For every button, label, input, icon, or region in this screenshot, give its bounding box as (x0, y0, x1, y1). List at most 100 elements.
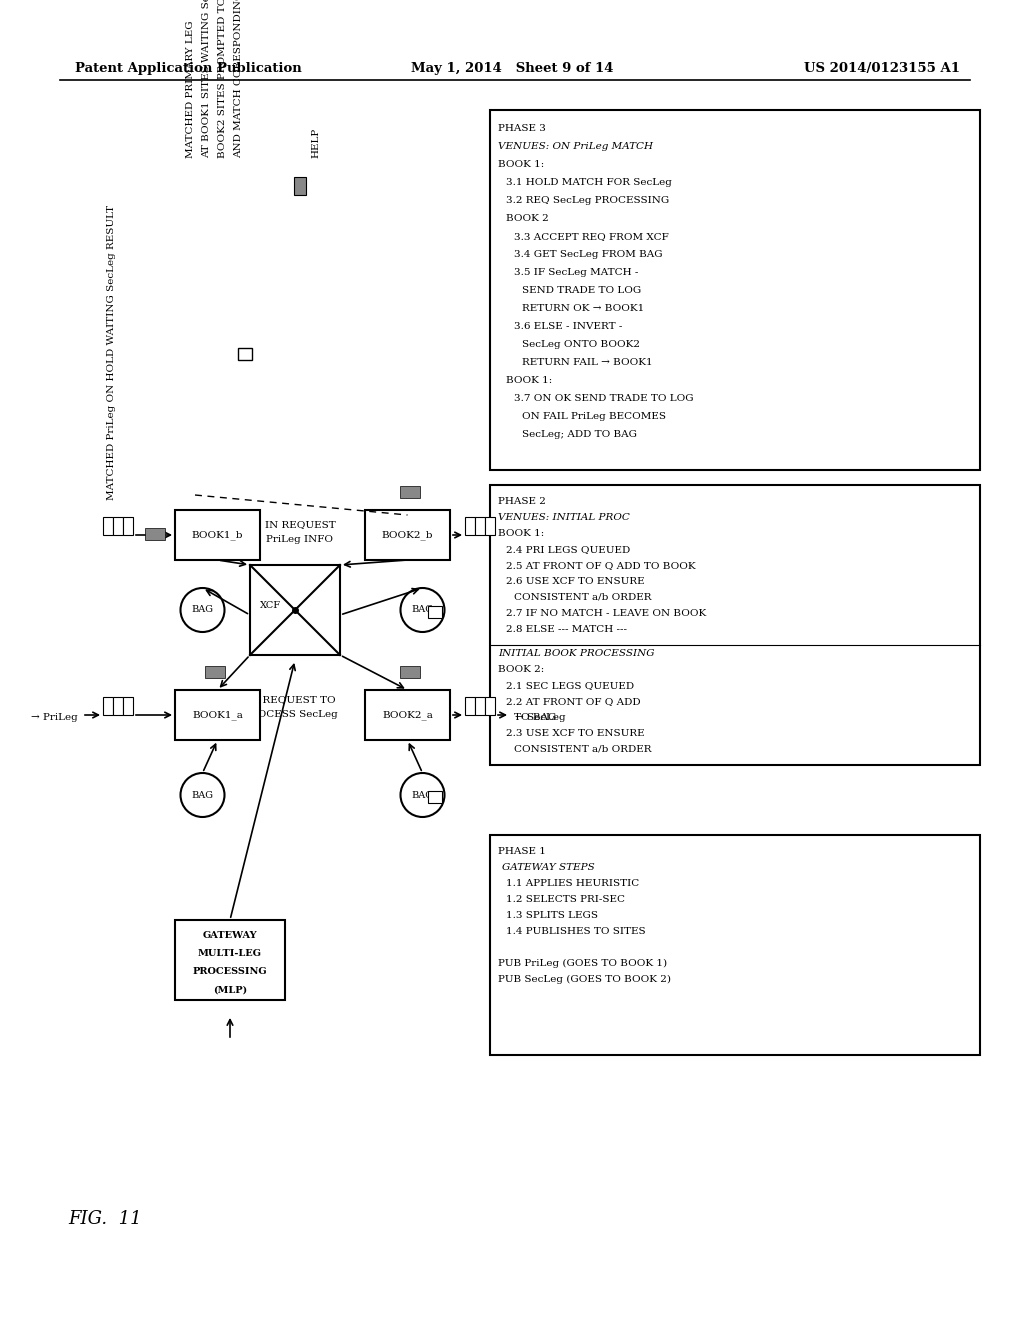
Text: AND MATCH CORESPONDING: AND MATCH CORESPONDING (234, 0, 243, 158)
Text: BOOK2 SITES PROMPTED TO RETRIEVE: BOOK2 SITES PROMPTED TO RETRIEVE (218, 0, 227, 158)
Text: Patent Application Publication: Patent Application Publication (75, 62, 302, 75)
Text: MATCHED PRIMARY LEG: MATCHED PRIMARY LEG (186, 20, 195, 158)
Text: SecLeg ONTO BOOK2: SecLeg ONTO BOOK2 (522, 341, 640, 348)
Text: CONSISTENT a/b ORDER: CONSISTENT a/b ORDER (514, 744, 651, 754)
Text: BOOK2_b: BOOK2_b (382, 531, 433, 540)
Text: XCF: XCF (259, 601, 281, 610)
Text: 3.7 ON OK SEND TRADE TO LOG: 3.7 ON OK SEND TRADE TO LOG (514, 393, 693, 403)
Text: BAG: BAG (191, 791, 213, 800)
Bar (294, 177, 306, 195)
Text: → SecLeg: → SecLeg (515, 713, 565, 722)
Bar (490, 110, 980, 470)
Text: May 1, 2014   Sheet 9 of 14: May 1, 2014 Sheet 9 of 14 (411, 62, 613, 75)
Bar (175, 510, 260, 560)
Bar (175, 920, 285, 1001)
Bar (365, 690, 450, 741)
Text: 1.2 SELECTS PRI-SEC: 1.2 SELECTS PRI-SEC (506, 895, 625, 904)
Text: 1.1 APPLIES HEURISTIC: 1.1 APPLIES HEURISTIC (506, 879, 639, 888)
Text: 3.2 REQ SecLeg PROCESSING: 3.2 REQ SecLeg PROCESSING (506, 195, 670, 205)
Bar (427, 606, 441, 618)
Text: 3.1 HOLD MATCH FOR SecLeg: 3.1 HOLD MATCH FOR SecLeg (506, 178, 672, 187)
Text: 2.7 IF NO MATCH - LEAVE ON BOOK: 2.7 IF NO MATCH - LEAVE ON BOOK (506, 609, 707, 618)
Text: GATEWAY STEPS: GATEWAY STEPS (502, 863, 595, 873)
Bar (490, 836, 980, 1055)
Text: MULTI-LEG: MULTI-LEG (198, 949, 262, 958)
Bar (250, 565, 340, 655)
Bar (399, 667, 420, 678)
Bar (175, 690, 260, 741)
Text: 2.6 USE XCF TO ENSURE: 2.6 USE XCF TO ENSURE (506, 577, 645, 586)
Text: SEND TRADE TO LOG: SEND TRADE TO LOG (522, 286, 641, 294)
Bar (238, 348, 252, 360)
Text: PHASE 3: PHASE 3 (498, 124, 546, 133)
Bar (485, 697, 495, 715)
Text: HELP: HELP (311, 128, 319, 158)
Bar (103, 517, 113, 535)
Text: PUB SecLeg (GOES TO BOOK 2): PUB SecLeg (GOES TO BOOK 2) (498, 975, 671, 985)
Text: 3.6 ELSE - INVERT -: 3.6 ELSE - INVERT - (514, 322, 623, 331)
Text: BOOK 1:: BOOK 1: (498, 529, 544, 539)
Bar (205, 667, 225, 678)
Text: GATEWAY: GATEWAY (203, 932, 257, 940)
Text: BAG: BAG (412, 791, 433, 800)
Text: BOOK1_a: BOOK1_a (193, 710, 243, 719)
Text: BOOK 2:: BOOK 2: (498, 665, 544, 675)
Bar (399, 486, 420, 498)
Text: FIG.  11: FIG. 11 (68, 1210, 141, 1228)
Text: INITIAL BOOK PROCESSING: INITIAL BOOK PROCESSING (498, 649, 654, 657)
Text: PHASE 2: PHASE 2 (498, 498, 546, 506)
Text: 2.2 AT FRONT OF Q ADD: 2.2 AT FRONT OF Q ADD (506, 697, 641, 706)
Text: PROCESS SecLeg: PROCESS SecLeg (243, 710, 337, 719)
Bar (465, 517, 475, 535)
Text: (MLP): (MLP) (213, 986, 247, 994)
Text: BOOK 2: BOOK 2 (506, 214, 549, 223)
Bar (485, 517, 495, 535)
Text: B1 REQUEST TO: B1 REQUEST TO (245, 696, 335, 704)
Text: PHASE 1: PHASE 1 (498, 847, 546, 855)
Text: BOOK2_a: BOOK2_a (382, 710, 433, 719)
Text: IN REQUEST: IN REQUEST (264, 520, 336, 529)
Bar (465, 697, 475, 715)
Text: 1.3 SPLITS LEGS: 1.3 SPLITS LEGS (506, 911, 598, 920)
Text: 2.4 PRI LEGS QUEUED: 2.4 PRI LEGS QUEUED (506, 545, 630, 554)
Text: ON FAIL PriLeg BECOMES: ON FAIL PriLeg BECOMES (522, 412, 666, 421)
Text: VENUES: INITIAL PROC: VENUES: INITIAL PROC (498, 513, 630, 521)
Text: US 2014/0123155 A1: US 2014/0123155 A1 (804, 62, 961, 75)
Text: → PriLeg: → PriLeg (32, 713, 78, 722)
Text: BOOK 1:: BOOK 1: (506, 376, 552, 385)
Text: RETURN FAIL → BOOK1: RETURN FAIL → BOOK1 (522, 358, 652, 367)
Bar (123, 697, 133, 715)
Text: 3.3 ACCEPT REQ FROM XCF: 3.3 ACCEPT REQ FROM XCF (514, 232, 669, 242)
Text: CONSISTENT a/b ORDER: CONSISTENT a/b ORDER (514, 593, 651, 602)
Bar (113, 517, 123, 535)
Text: MATCHED PriLeg ON HOLD WAITING SecLeg RESULT: MATCHED PriLeg ON HOLD WAITING SecLeg RE… (106, 205, 116, 500)
Text: 2.1 SEC LEGS QUEUED: 2.1 SEC LEGS QUEUED (506, 681, 634, 690)
Text: TO BAG: TO BAG (514, 713, 556, 722)
Bar (123, 517, 133, 535)
Text: PUB PriLeg (GOES TO BOOK 1): PUB PriLeg (GOES TO BOOK 1) (498, 960, 667, 968)
Text: 3.5 IF SecLeg MATCH -: 3.5 IF SecLeg MATCH - (514, 268, 638, 277)
Text: 3.4 GET SecLeg FROM BAG: 3.4 GET SecLeg FROM BAG (514, 249, 663, 259)
Bar (365, 510, 450, 560)
Bar (475, 517, 485, 535)
Bar (145, 528, 165, 540)
Bar (475, 697, 485, 715)
Text: SecLeg; ADD TO BAG: SecLeg; ADD TO BAG (522, 430, 637, 440)
Text: RETURN OK → BOOK1: RETURN OK → BOOK1 (522, 304, 644, 313)
Text: 2.8 ELSE --- MATCH ---: 2.8 ELSE --- MATCH --- (506, 624, 627, 634)
Text: BOOK1_b: BOOK1_b (191, 531, 244, 540)
Text: PriLeg INFO: PriLeg INFO (266, 535, 334, 544)
Text: PROCESSING: PROCESSING (193, 968, 267, 977)
Text: 2.5 AT FRONT OF Q ADD TO BOOK: 2.5 AT FRONT OF Q ADD TO BOOK (506, 561, 695, 570)
Bar (427, 791, 441, 803)
Text: BAG: BAG (412, 606, 433, 615)
Bar (103, 697, 113, 715)
Text: BAG: BAG (191, 606, 213, 615)
Bar (490, 484, 980, 766)
Text: BOOK 1:: BOOK 1: (498, 160, 544, 169)
Text: 1.4 PUBLISHES TO SITES: 1.4 PUBLISHES TO SITES (506, 927, 645, 936)
Text: VENUES: ON PriLeg MATCH: VENUES: ON PriLeg MATCH (498, 143, 653, 150)
Bar (113, 697, 123, 715)
Text: AT BOOK1 SITES WAITING SecLeg CONFIRM: AT BOOK1 SITES WAITING SecLeg CONFIRM (202, 0, 211, 158)
Text: 2.3 USE XCF TO ENSURE: 2.3 USE XCF TO ENSURE (506, 729, 645, 738)
